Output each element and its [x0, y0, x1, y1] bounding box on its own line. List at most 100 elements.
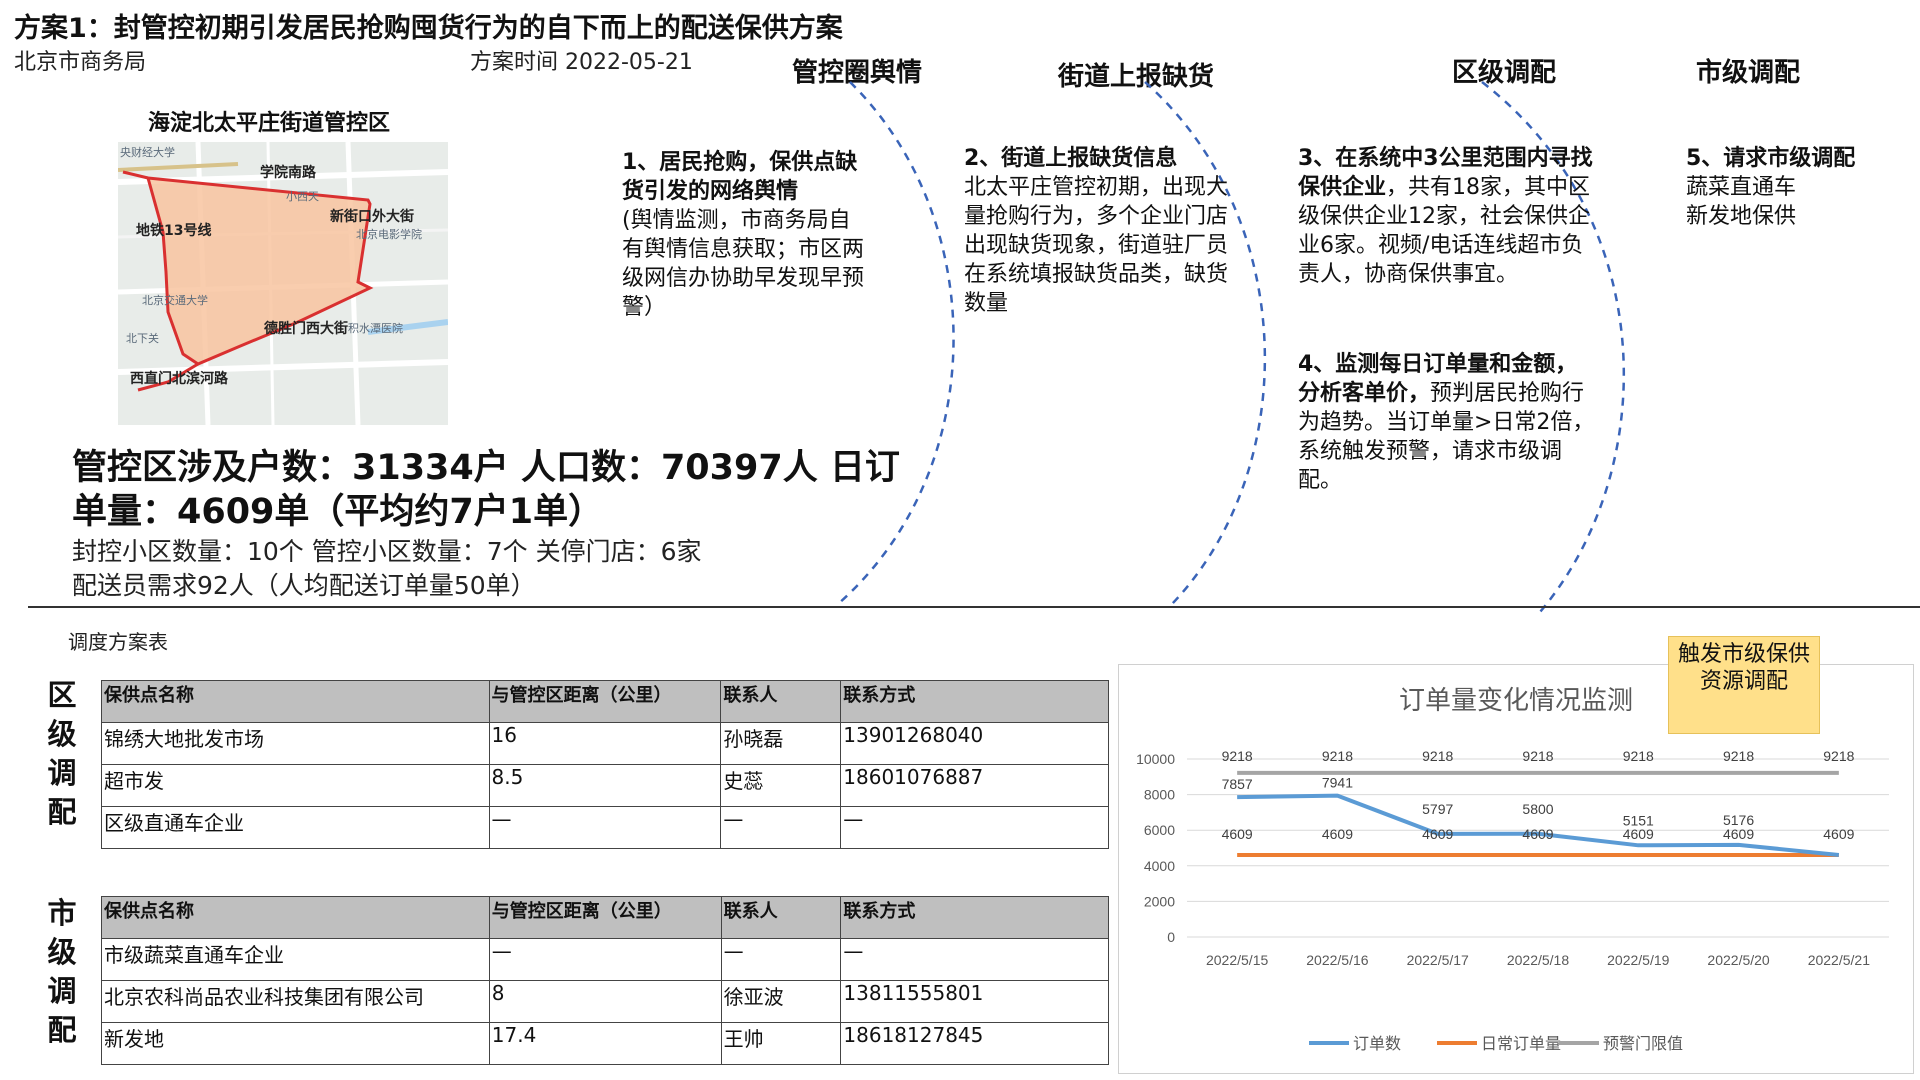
- y-tick-label: 4000: [1144, 858, 1175, 874]
- district-label-char-2: 级: [47, 717, 77, 751]
- arc-divider-2: [1144, 81, 1267, 605]
- city-label-char-4: 配: [47, 1013, 77, 1047]
- stage-header-opinion: 管控圈舆情: [792, 58, 923, 88]
- chart-canvas: 订单量变化情况监测 0 2000 4000 6000 8000 10000 2022/5/15…: [1136, 685, 1889, 1053]
- stage-divider-arcs: [837, 81, 1626, 613]
- map-label-beixiaguan: 北下关: [126, 332, 159, 345]
- step-2-block: 2、街道上报缺货信息 北太平庄管控初期，出现大量抢购行为，多个企业门店出现缺货现…: [964, 144, 1234, 318]
- phone-cell: 13901268040: [840, 722, 1109, 765]
- map-label-metro-13: 地铁13号线: [136, 223, 212, 239]
- supplier-name-cell: 超市发: [101, 764, 490, 807]
- data-label: 4609: [1723, 826, 1754, 842]
- order-volume-chart: 订单量变化情况监测 0 2000 4000 6000 8000 10000 2022/5/15…: [1118, 664, 1914, 1074]
- district-label-char-4: 配: [47, 795, 77, 829]
- stats-line-2: 配送员需求92人（人均配送订单量50单）: [72, 571, 536, 600]
- x-tick-label: 2022/5/17: [1407, 952, 1469, 968]
- distance-cell: 17.4: [488, 1022, 722, 1065]
- arc-divider-3: [1481, 81, 1626, 613]
- data-label: 5176: [1723, 812, 1754, 828]
- y-tick-label: 2000: [1144, 893, 1175, 909]
- district-supply-table: 保供点名称 与管控区距离（公里） 联系人 联系方式 锦绣大地批发市场 16 孙晓…: [101, 680, 1109, 849]
- map-label-university: 央财经大学: [120, 146, 175, 159]
- step-5-block: 5、请求市级调配 蔬菜直通车 新发地保供: [1686, 144, 1916, 231]
- supplier-name-cell: 北京农科尚品农业科技集团有限公司: [101, 980, 490, 1023]
- map-label-xizhimen-road: 西直门北滨河路: [130, 371, 228, 387]
- city-allocation-label: 市 级 调 配: [42, 894, 82, 1050]
- control-area-stats: 管控区涉及户数：31334户 人口数：70397人 日订单量：4609单（平均约…: [72, 448, 900, 532]
- step-4-body: 预判居民抢购行为趋势。当订单量>日常2倍，系统触发预警，请求市级调配。: [1298, 381, 1595, 493]
- header-cell: 保供点名称: [101, 680, 490, 723]
- data-label: 5797: [1422, 801, 1453, 817]
- map-graphic: [118, 142, 448, 425]
- phone-cell: 18601076887: [840, 764, 1109, 807]
- legend-label: 订单数: [1353, 1035, 1401, 1053]
- data-label: 4609: [1422, 826, 1453, 842]
- distance-cell: —: [488, 938, 722, 981]
- table-header-row: 保供点名称 与管控区距离（公里） 联系人 联系方式: [101, 680, 1109, 723]
- map-label-xueyuan-road: 学院南路: [260, 165, 316, 181]
- map-title: 海淀北太平庄街道管控区: [148, 111, 391, 136]
- contact-person-cell: —: [720, 806, 842, 849]
- data-label: 4609: [1222, 826, 1253, 842]
- table-row: 锦绣大地批发市场 16 孙晓磊 13901268040: [101, 722, 1109, 765]
- y-tick-label: 0: [1167, 929, 1175, 945]
- control-area-polygon: [145, 176, 374, 366]
- phone-cell: —: [840, 938, 1109, 981]
- header-cell: 保供点名称: [101, 896, 490, 939]
- distance-cell: 8.5: [488, 764, 722, 807]
- x-tick-label: 2022/5/19: [1607, 952, 1669, 968]
- step-5-title: 5、请求市级调配: [1686, 146, 1856, 171]
- series-line-1: [1237, 793, 1840, 857]
- step-3-block: 3、在系统中3公里范围内寻找保供企业，共有18家，其中区级保供企业12家，社会保…: [1298, 144, 1598, 289]
- data-label: 9218: [1623, 748, 1654, 764]
- supplier-name-cell: 新发地: [101, 1022, 490, 1065]
- city-label-char-2: 级: [47, 935, 77, 969]
- supplier-name-cell: 区级直通车企业: [101, 806, 490, 849]
- city-label-char-1: 市: [47, 896, 77, 930]
- table-row: 北京农科尚品农业科技集团有限公司 8 徐亚波 13811555801: [101, 980, 1109, 1023]
- x-tick-label: 2022/5/21: [1808, 952, 1870, 968]
- city-label-char-3: 调: [47, 974, 77, 1008]
- distance-cell: 16: [488, 722, 722, 765]
- header-cell: 联系方式: [840, 680, 1109, 723]
- data-label: 9218: [1522, 748, 1553, 764]
- data-label: 7857: [1222, 776, 1253, 792]
- table-row: 市级蔬菜直通车企业 — — —: [101, 938, 1109, 981]
- step-4-title: 4、监测每日订单量和金额，分析客单价，: [1298, 352, 1578, 406]
- step-3-body: ，共有18家，其中区级保供企业12家，社会保供企业6家。视频/电话连线超市负责人…: [1298, 175, 1591, 287]
- map-label-deshengmen-street: 德胜门西大街: [264, 321, 348, 337]
- data-label: 4609: [1322, 826, 1353, 842]
- organization-name: 北京市商务局: [14, 50, 147, 75]
- step-3-title: 3、在系统中3公里范围内寻找保供企业: [1298, 146, 1593, 200]
- map-label-hospital: 积水潭医院: [348, 322, 403, 335]
- data-label: 4609: [1623, 826, 1654, 842]
- contact-person-cell: 徐亚波: [720, 980, 842, 1023]
- data-label: 9218: [1322, 748, 1353, 764]
- stage-header-city: 市级调配: [1696, 58, 1801, 88]
- table-row: 超市发 8.5 史蕊 18601076887: [101, 764, 1109, 807]
- step-1-title: 1、居民抢购，保供点缺货引发的网络舆情: [622, 150, 858, 204]
- data-label: 4609: [1522, 826, 1553, 842]
- header-cell: 联系人: [720, 896, 842, 939]
- y-tick-label: 10000: [1136, 751, 1175, 767]
- step-1-body: (舆情监测，市商务局自有舆情信息获取；市区两级网信办协助早发现早预警）: [622, 208, 865, 320]
- x-tick-label: 2022/5/15: [1206, 952, 1268, 968]
- table-row: 区级直通车企业 — — —: [101, 806, 1109, 849]
- contact-person-cell: 王帅: [720, 1022, 842, 1065]
- trigger-callout: 触发市级保供资源调配: [1668, 636, 1820, 734]
- phone-cell: 18618127845: [840, 1022, 1109, 1065]
- table-row: 新发地 17.4 王帅 18618127845: [101, 1022, 1109, 1065]
- district-label-char-1: 区: [47, 678, 77, 712]
- step-1-block: 1、居民抢购，保供点缺货引发的网络舆情 (舆情监测，市商务局自有舆情信息获取；市…: [622, 148, 872, 322]
- phone-cell: 13811555801: [840, 980, 1109, 1023]
- header-cell: 联系方式: [840, 896, 1109, 939]
- x-tick-label: 2022/5/20: [1707, 952, 1769, 968]
- step-2-body: 北太平庄管控初期，出现大量抢购行为，多个企业门店出现缺货现象，街道驻厂员在系统填…: [964, 175, 1229, 316]
- map-label-jiaotong-university: 北京交通大学: [142, 294, 208, 307]
- plan-date: 方案时间 2022-05-21: [470, 50, 693, 75]
- chart-title: 订单量变化情况监测: [1399, 685, 1633, 715]
- contact-person-cell: 孙晓磊: [720, 722, 842, 765]
- distance-cell: —: [488, 806, 722, 849]
- control-area-map: 央财经大学 学院南路 小西天 新街口外大街 北京电影学院 地铁13号线 北京交通…: [118, 142, 448, 425]
- map-label-film-academy: 北京电影学院: [356, 228, 422, 241]
